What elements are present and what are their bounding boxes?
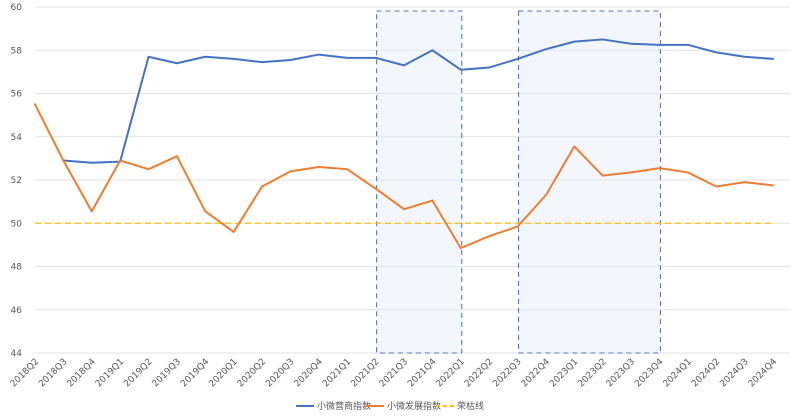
highlight-box <box>376 10 463 354</box>
y-tick-label: 44 <box>11 349 23 359</box>
x-tick-label: 2020Q4 <box>293 357 326 390</box>
legend-label: 小微营商指数 <box>317 400 371 412</box>
x-tick-label: 2021Q4 <box>406 357 439 390</box>
x-tick-label: 2022Q2 <box>463 357 495 389</box>
highlight-boxes <box>376 10 662 354</box>
legend: 小微营商指数 小微发展指数 荣枯线 <box>296 400 484 412</box>
x-tick-label: 2024Q4 <box>747 357 780 390</box>
y-tick-label: 54 <box>11 133 23 143</box>
x-tick-label: 2022Q1 <box>435 357 467 389</box>
legend-item: 小微发展指数 <box>366 400 441 412</box>
y-tick-label: 48 <box>11 263 23 273</box>
x-tick-label: 2022Q4 <box>520 357 553 390</box>
y-tick-label: 50 <box>11 219 23 229</box>
x-axis-ticks: 2018Q22018Q32018Q42019Q12019Q22019Q32019… <box>9 357 780 390</box>
x-tick-label: 2018Q4 <box>66 357 99 390</box>
x-tick-label: 2021Q1 <box>321 357 353 389</box>
y-tick-label: 58 <box>11 46 23 56</box>
x-tick-label: 2023Q2 <box>576 357 608 389</box>
x-tick-label: 2018Q2 <box>9 357 41 389</box>
x-tick-label: 2024Q2 <box>690 357 722 389</box>
x-tick-label: 2019Q1 <box>94 357 126 389</box>
x-tick-label: 2023Q4 <box>633 357 666 390</box>
series-line-2 <box>34 103 774 250</box>
x-tick-label: 2020Q3 <box>264 357 296 389</box>
highlight-box <box>517 10 662 354</box>
x-tick-label: 2021Q3 <box>378 357 410 389</box>
series-lines <box>34 38 774 250</box>
y-tick-label: 52 <box>11 176 22 186</box>
legend-label: 小微发展指数 <box>387 400 441 412</box>
x-tick-label: 2022Q3 <box>491 357 523 389</box>
x-tick-label: 2019Q4 <box>179 357 212 390</box>
x-tick-label: 2024Q1 <box>662 357 694 389</box>
legend-label: 荣枯线 <box>457 400 484 412</box>
y-axis-ticks: 44 46 48 50 52 54 56 58 60 <box>11 3 23 359</box>
y-tick-label: 60 <box>11 3 23 13</box>
x-tick-label: 2023Q3 <box>605 357 637 389</box>
legend-item: 荣枯线 <box>436 400 484 412</box>
y-tick-label: 46 <box>11 306 23 316</box>
x-tick-label: 2018Q3 <box>37 357 69 389</box>
x-tick-label: 2019Q3 <box>151 357 183 389</box>
x-tick-label: 2023Q1 <box>548 357 580 389</box>
x-tick-label: 2020Q1 <box>207 357 239 389</box>
x-tick-label: 2019Q2 <box>122 357 154 389</box>
x-tick-label: 2024Q3 <box>718 357 750 389</box>
series-line-1 <box>62 38 774 164</box>
legend-item: 小微营商指数 <box>296 400 371 412</box>
x-tick-label: 2021Q2 <box>349 357 381 389</box>
y-tick-label: 56 <box>11 90 23 100</box>
x-tick-label: 2020Q2 <box>236 357 268 389</box>
